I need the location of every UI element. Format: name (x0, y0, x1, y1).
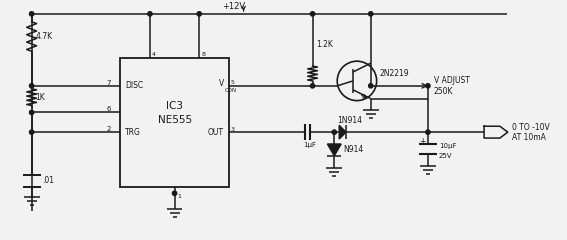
Text: 4.7K: 4.7K (36, 32, 53, 41)
Text: N914: N914 (343, 145, 363, 154)
Text: 1μF: 1μF (303, 142, 316, 148)
Polygon shape (339, 125, 346, 139)
Text: 5: 5 (231, 80, 235, 85)
Text: 2: 2 (106, 126, 111, 132)
Circle shape (310, 84, 315, 88)
Text: 1K: 1K (36, 93, 45, 102)
Text: NE555: NE555 (158, 115, 192, 125)
Circle shape (369, 84, 373, 88)
Text: 0 TO -10V: 0 TO -10V (511, 123, 549, 132)
Text: +12V: +12V (222, 2, 246, 12)
Circle shape (426, 130, 430, 134)
Text: IC3: IC3 (166, 101, 183, 111)
Circle shape (197, 12, 201, 16)
Text: OUT: OUT (208, 128, 224, 137)
Text: CON: CON (225, 88, 237, 93)
Circle shape (369, 12, 373, 16)
Text: 6: 6 (106, 107, 111, 113)
Text: 1: 1 (177, 194, 181, 199)
Text: 250K: 250K (434, 87, 454, 96)
Text: 7: 7 (106, 80, 111, 86)
Circle shape (29, 84, 34, 88)
Text: DISC: DISC (125, 81, 143, 90)
Text: AT 10mA: AT 10mA (511, 132, 545, 142)
Text: TRG: TRG (125, 128, 141, 137)
Text: V ADJUST: V ADJUST (434, 76, 469, 85)
Text: 2N2219: 2N2219 (380, 68, 409, 78)
Text: +: + (419, 137, 425, 145)
Text: .01: .01 (43, 176, 54, 186)
Text: 1.2K: 1.2K (316, 40, 333, 49)
Text: 10μF: 10μF (439, 143, 456, 149)
Polygon shape (327, 144, 341, 156)
Circle shape (332, 130, 336, 134)
Text: 4: 4 (152, 52, 156, 57)
Text: 25V: 25V (439, 153, 452, 159)
Circle shape (426, 84, 430, 88)
Circle shape (148, 12, 152, 16)
Text: 3: 3 (231, 127, 235, 132)
Circle shape (172, 191, 177, 195)
Text: 8: 8 (201, 52, 205, 57)
Circle shape (29, 12, 34, 16)
Circle shape (29, 130, 34, 134)
Text: 1N914: 1N914 (337, 116, 362, 125)
Bar (120, 58, 229, 187)
Circle shape (310, 12, 315, 16)
Circle shape (29, 110, 34, 115)
Text: V: V (219, 79, 224, 88)
